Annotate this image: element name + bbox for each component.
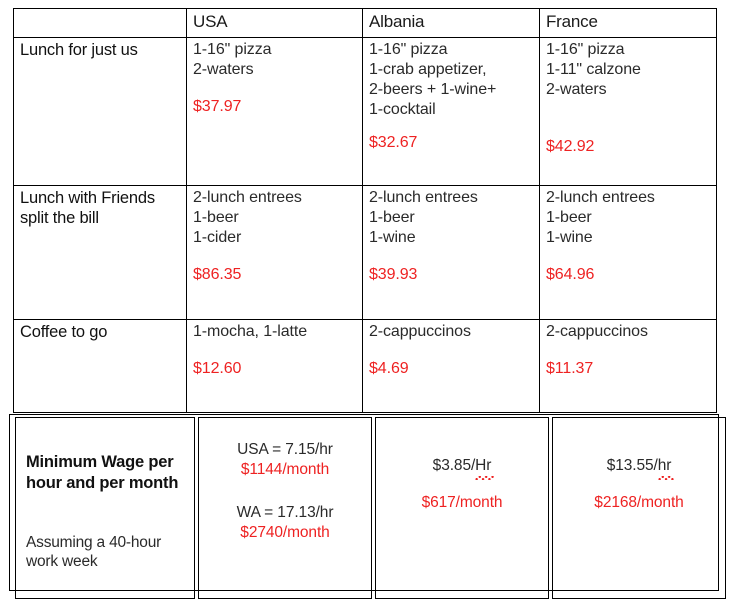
cell-lunch-just-us-albania: 1-16" pizza 1-crab appetizer, 2-beers + … <box>362 37 540 186</box>
cell-lunch-friends-france: 2-lunch entrees 1-beer 1-wine $64.96 <box>539 185 717 320</box>
france-rate-amount: $13.55/ <box>606 457 658 474</box>
cell-lunch-friends-usa: 2-lunch entrees 1-beer 1-cider $86.35 <box>186 185 363 320</box>
header-blank-cell <box>13 8 187 38</box>
minimum-wage-section: Minimum Wage per hour and per month Assu… <box>9 414 726 599</box>
albania-rate-amount: $3.85/ <box>432 457 476 474</box>
row-label-coffee-to-go: Coffee to go <box>13 319 187 413</box>
cell-lunch-just-us-usa: 1-16" pizza 2-waters $37.97 <box>186 37 363 186</box>
cost-comparison-table: USA Albania France Lunch for just us 1-1… <box>13 8 717 413</box>
item-list: 2-cappuccinos <box>369 323 471 340</box>
price-value: $12.60 <box>193 359 242 377</box>
price-value: $37.97 <box>193 98 242 116</box>
cell-minimum-wage-label: Minimum Wage per hour and per month Assu… <box>15 417 195 599</box>
price-value: $42.92 <box>546 138 595 156</box>
cell-minimum-wage-usa: USA = 7.15/hr $1144/month WA = 17.13/hr … <box>198 417 372 599</box>
item-list: 2-lunch entrees 1-beer 1-wine <box>546 189 655 247</box>
albania-monthly-wage: $617/month <box>421 493 503 511</box>
minimum-wage-row: Minimum Wage per hour and per month Assu… <box>15 417 726 599</box>
cell-lunch-friends-albania: 2-lunch entrees 1-beer 1-wine $39.93 <box>362 185 540 320</box>
albania-hourly-rate: $3.85/Hr <box>384 456 540 481</box>
usa-monthly-wage: $1144/month <box>240 461 330 479</box>
wa-hourly-rate: WA = 17.13/hr <box>236 503 334 521</box>
item-list: 2-lunch entrees 1-beer 1-cider <box>193 189 302 247</box>
albania-rate-unit-misspelled: Hr <box>475 456 495 481</box>
table-row: Lunch for just us 1-16" pizza 2-waters $… <box>13 37 717 186</box>
item-list: 1-16" pizza 1-crab appetizer, 2-beers + … <box>369 41 497 119</box>
cell-minimum-wage-albania: $3.85/Hr $617/month <box>375 417 549 599</box>
header-usa: USA <box>186 8 363 38</box>
cell-minimum-wage-france: $13.55/hr $2168/month <box>552 417 726 599</box>
item-list: 2-cappuccinos <box>546 323 648 340</box>
minimum-wage-title: Minimum Wage per hour and per month <box>26 453 179 492</box>
table-row: Coffee to go 1-mocha, 1-latte $12.60 2-c… <box>13 319 717 413</box>
row-label-lunch-with-friends: Lunch with Friends split the bill <box>13 185 187 320</box>
france-rate-unit-misspelled: hr <box>657 456 674 481</box>
table-header-row: USA Albania France <box>13 8 717 38</box>
header-albania: Albania <box>362 8 540 38</box>
cell-coffee-usa: 1-mocha, 1-latte $12.60 <box>186 319 363 413</box>
france-monthly-wage: $2168/month <box>594 493 684 511</box>
price-value: $32.67 <box>369 134 418 152</box>
row-label-lunch-just-us: Lunch for just us <box>13 37 187 186</box>
usa-hourly-rate: USA = 7.15/hr <box>237 441 333 458</box>
item-list: 1-mocha, 1-latte <box>193 323 308 340</box>
item-list: 1-16" pizza 2-waters <box>193 41 272 79</box>
price-value: $86.35 <box>193 266 242 284</box>
item-list: 2-lunch entrees 1-beer 1-wine <box>369 189 478 247</box>
table-row: Lunch with Friends split the bill 2-lunc… <box>13 185 717 320</box>
minimum-wage-note: Assuming a 40-hour work week <box>26 533 162 571</box>
item-list: 1-16" pizza 1-11" calzone 2-waters <box>546 41 641 99</box>
price-value: $39.93 <box>369 266 418 284</box>
header-france: France <box>539 8 717 38</box>
cell-lunch-just-us-france: 1-16" pizza 1-11" calzone 2-waters $42.9… <box>539 37 717 186</box>
price-value: $64.96 <box>546 266 595 284</box>
wa-monthly-wage: $2740/month <box>240 523 330 541</box>
minimum-wage-table: Minimum Wage per hour and per month Assu… <box>12 417 729 599</box>
cell-coffee-france: 2-cappuccinos $11.37 <box>539 319 717 413</box>
price-value: $4.69 <box>369 359 409 377</box>
price-value: $11.37 <box>546 359 594 377</box>
cell-coffee-albania: 2-cappuccinos $4.69 <box>362 319 540 413</box>
france-hourly-rate: $13.55/hr <box>561 456 717 481</box>
